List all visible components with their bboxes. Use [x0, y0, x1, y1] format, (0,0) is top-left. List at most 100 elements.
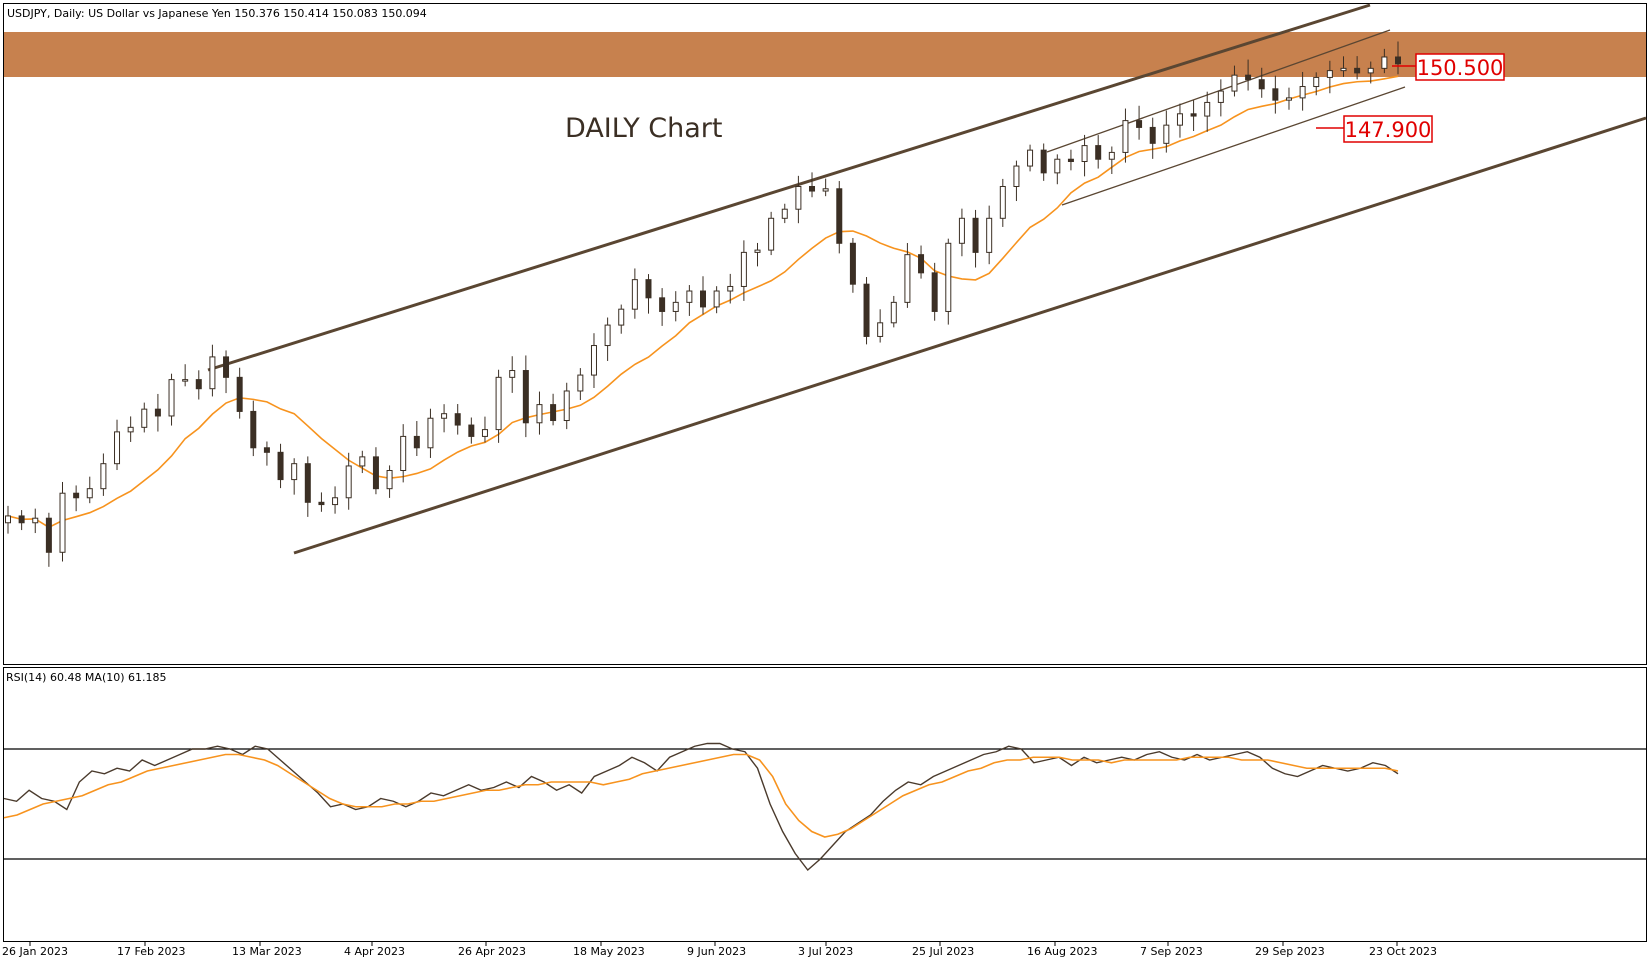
candle-body: [631, 279, 638, 310]
candle-body: [536, 404, 543, 424]
candle: [1108, 146, 1115, 174]
candle-body: [1095, 145, 1102, 160]
candlesticks: [5, 41, 1401, 567]
candle-body: [1027, 149, 1034, 167]
candle-body: [931, 272, 938, 312]
candle-body: [563, 390, 570, 422]
candle: [550, 393, 557, 426]
x-tick-label: 16 Aug 2023: [1027, 945, 1097, 958]
candle: [1163, 110, 1170, 153]
candle-body: [345, 465, 352, 499]
candle: [536, 391, 543, 435]
candle-body: [700, 290, 706, 308]
candle: [114, 419, 121, 471]
x-tick-label: 26 Apr 2023: [458, 945, 526, 958]
candle: [304, 456, 311, 517]
candle-body: [250, 410, 257, 449]
candle: [223, 350, 230, 394]
x-tick-label: 18 May 2023: [573, 945, 645, 958]
candle-body: [509, 370, 516, 378]
candle-body: [413, 435, 420, 449]
candle-body: [318, 501, 325, 506]
candle: [1381, 48, 1388, 74]
candle-body: [59, 492, 66, 553]
candle-body: [400, 435, 407, 471]
candle: [1299, 71, 1306, 111]
candle: [945, 238, 952, 325]
candle-body: [740, 251, 747, 287]
candle: [45, 512, 52, 567]
candle: [1313, 72, 1320, 96]
candle: [931, 262, 938, 321]
candle: [427, 408, 434, 458]
candle-body: [618, 308, 625, 326]
x-tick-label: 7 Sep 2023: [1140, 945, 1203, 958]
candle: [918, 245, 925, 279]
candle: [386, 465, 393, 498]
x-tick-label: 17 Feb 2023: [117, 945, 185, 958]
candle-body: [454, 413, 461, 426]
candle: [1136, 105, 1143, 140]
candle: [713, 286, 720, 314]
candle-body: [1367, 67, 1374, 74]
candle: [345, 452, 352, 510]
support-label-box: [1343, 115, 1433, 143]
candle: [1176, 103, 1183, 138]
channel-lower-line: [293, 116, 1647, 555]
candle-body: [1285, 97, 1292, 101]
candle: [291, 458, 298, 495]
candle-body: [945, 242, 952, 312]
candle-body: [727, 285, 734, 292]
candle: [1081, 134, 1088, 177]
candle-body: [604, 324, 611, 347]
channel-upper-line: [207, 3, 1371, 372]
candle-body: [672, 301, 679, 312]
candle: [73, 485, 80, 512]
candle-body: [849, 242, 856, 285]
candle: [332, 486, 339, 514]
candle: [740, 240, 747, 301]
chart-title: USDJPY, Daily: US Dollar vs Japanese Yen…: [7, 7, 427, 20]
candle: [1272, 75, 1279, 114]
candle: [1354, 56, 1361, 80]
candle: [509, 356, 516, 393]
candle: [1122, 108, 1129, 163]
candle-body: [1313, 76, 1320, 88]
candle: [986, 205, 993, 265]
candle-body: [100, 463, 107, 490]
candle: [563, 382, 570, 430]
candle-body: [890, 301, 897, 324]
candle: [32, 508, 39, 534]
candle-body: [522, 370, 529, 424]
rsi-line: [3, 742, 1399, 872]
candle: [822, 178, 829, 197]
candle-body: [182, 379, 189, 382]
rsi-ma-line: [3, 753, 1399, 838]
candle: [1095, 135, 1102, 169]
candle: [195, 370, 202, 400]
candle-body: [958, 217, 965, 244]
candle-body: [45, 517, 52, 553]
candle: [1067, 149, 1074, 171]
candle-body: [223, 356, 230, 378]
candle-body: [1326, 70, 1333, 78]
candle-body: [713, 290, 720, 308]
candle-body: [590, 345, 597, 376]
candle-body: [1108, 151, 1115, 160]
candle-body: [86, 488, 93, 499]
candle: [863, 277, 870, 345]
candle: [1326, 60, 1333, 94]
candle: [250, 400, 257, 457]
candle: [100, 453, 107, 496]
candle: [1054, 154, 1061, 185]
candle: [590, 333, 597, 388]
candle-body: [999, 185, 1006, 219]
candle: [1285, 87, 1292, 110]
candle-body: [1054, 158, 1061, 174]
candle-body: [822, 188, 829, 192]
candle-body: [1354, 67, 1361, 74]
candle-body: [918, 254, 925, 274]
candle: [154, 393, 161, 432]
candle: [1340, 56, 1347, 77]
candle: [768, 211, 775, 256]
